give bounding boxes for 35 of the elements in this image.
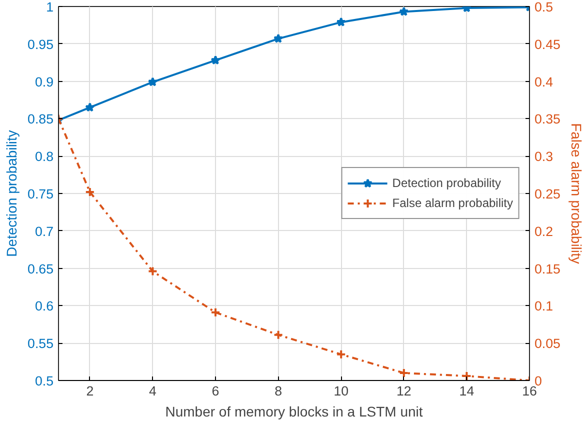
- y-tick-label: 0.85: [28, 112, 54, 127]
- x-tick-label: 8: [274, 384, 282, 398]
- y-tick-label: 1: [46, 0, 54, 14]
- y2-tick-label: 0.4: [534, 74, 554, 90]
- y-tick-label: 0.5: [34, 374, 54, 388]
- x-tick-label: 10: [334, 384, 349, 398]
- y2-tick-label: 0.2: [534, 224, 554, 239]
- y-tick-label: 0.95: [28, 36, 54, 52]
- x-tick-label: 14: [459, 384, 475, 398]
- y-tick-label: 0.55: [28, 336, 54, 352]
- y2-axis-title: False alarm probability: [568, 123, 584, 264]
- y-tick-label: 0.6: [34, 298, 54, 314]
- y2-tick-label: 0.1: [534, 298, 554, 314]
- y2-tick-label: 0.3: [534, 149, 554, 164]
- y-tick-label: 0.9: [34, 74, 54, 90]
- x-axis-title: Number of memory blocks in a LSTM unit: [165, 404, 423, 420]
- y2-tick-label: 0.5: [534, 0, 554, 14]
- y2-tick-label: 0.25: [534, 186, 560, 202]
- x-tick-label: 6: [212, 384, 220, 398]
- x-tick-label: 4: [148, 384, 157, 398]
- y2-tick-label: 0.45: [534, 36, 560, 52]
- y-tick-label: 0.8: [34, 149, 54, 164]
- y-tick-label: 0.7: [34, 224, 54, 239]
- y-axis-title: Detection probability: [4, 130, 20, 257]
- y2-tick-label: 0.15: [534, 261, 560, 276]
- y2-tick-label: 0.05: [534, 336, 560, 352]
- legend-label: False alarm probability: [392, 196, 513, 210]
- y2-tick-label: 0.35: [534, 112, 560, 127]
- y-tick-label: 0.75: [28, 186, 54, 202]
- x-tick-label: 2: [86, 384, 94, 398]
- x-tick-label: 16: [522, 384, 537, 398]
- y2-tick-label: 0: [534, 374, 542, 388]
- legend-label: Detection probability: [392, 176, 502, 190]
- x-tick-label: 12: [396, 384, 412, 398]
- y-tick-label: 0.65: [28, 261, 54, 276]
